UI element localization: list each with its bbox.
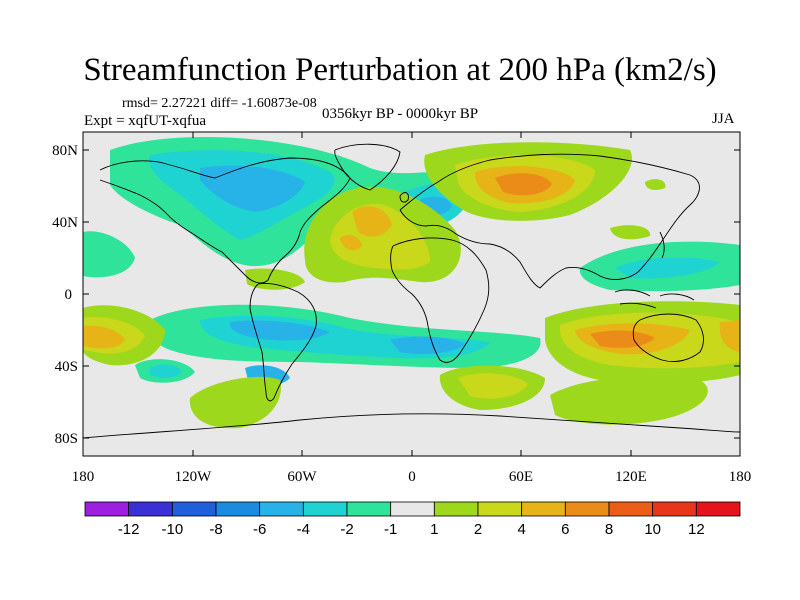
contour-neg3-southern-band <box>229 320 330 341</box>
colorbar-box <box>608 501 654 517</box>
colorbar-box <box>390 501 435 517</box>
contour-pos-south-east <box>550 376 708 425</box>
colorbar-box <box>171 501 217 517</box>
colorbar-box <box>259 501 304 517</box>
contour-fields <box>83 137 740 429</box>
x-tick-label: 120W <box>175 469 213 485</box>
colorbar-box <box>564 501 610 517</box>
colorbar-label: 8 <box>605 521 613 538</box>
coastline-south-america <box>249 283 317 402</box>
y-tick-label: 40N <box>52 215 78 231</box>
period-label: 0356kyr BP - 0000kyr BP <box>322 106 479 122</box>
contour-pos3-north-atlantic <box>352 206 392 237</box>
x-tick-label: 180 <box>72 469 95 485</box>
stats-label: rmsd= 2.27221 diff= -1.60873e-08 <box>122 96 317 111</box>
x-tick-label: 180 <box>729 469 752 485</box>
contour-pos-small-east-asia <box>645 179 666 190</box>
x-tick-label: 60E <box>509 469 533 485</box>
coastline-indonesia <box>614 289 695 309</box>
colorbar-label: 10 <box>644 521 661 538</box>
colorbar-box <box>128 501 173 517</box>
y-tick-label: 0 <box>65 287 73 303</box>
colorbar-box <box>521 501 566 517</box>
contour-pos4-eurasia <box>495 173 552 196</box>
y-tick-label: 40S <box>55 359 78 375</box>
contour-neg-east-pacific-left <box>83 231 135 278</box>
colorbar-label: -6 <box>253 521 266 538</box>
colorbar-label: 2 <box>474 521 482 538</box>
coastline-greenland <box>334 143 401 191</box>
colorbar-label: 12 <box>688 521 705 538</box>
colorbar-label: -1 <box>384 521 397 538</box>
colorbar-label: 1 <box>430 521 438 538</box>
colorbar-labels: -12 -10 -8 -6 -4 -2 -1 1 2 4 6 8 10 12 <box>118 521 705 538</box>
coastline-antarctica <box>83 413 740 439</box>
colorbar-box <box>302 501 348 517</box>
coastlines <box>83 143 740 439</box>
y-tick-label: 80N <box>52 143 78 159</box>
coastline-australia <box>632 313 704 363</box>
axis-ticks <box>83 132 740 456</box>
colorbar-box <box>215 501 261 517</box>
colorbar <box>84 501 741 517</box>
coastline-japan <box>659 231 665 259</box>
colorbar-label: -10 <box>161 521 183 538</box>
contour-pos-right-edge <box>719 320 740 352</box>
contour-neg-south-pacific-core <box>150 364 182 379</box>
colorbar-box <box>346 501 392 517</box>
contour-pos-small-central-america <box>245 268 305 290</box>
contour-neg3-north-america <box>200 165 305 212</box>
contour-pos2-south-indian <box>458 373 528 399</box>
map-panel: 80N 40N 0 40S 80S 180 120W 60W 0 60E 120… <box>52 131 751 485</box>
colorbar-box <box>695 501 741 517</box>
y-tick-label: 80S <box>55 431 78 447</box>
coastline-eurasia <box>399 153 700 289</box>
contour-pos-small-kamchatka <box>610 225 651 240</box>
contour-neg-west-pacific-core <box>615 257 720 279</box>
colorbar-label: 4 <box>517 521 525 538</box>
contour-pos-southern-ocean <box>189 376 281 429</box>
colorbar-box <box>652 501 697 517</box>
contour-pos4-north-atlantic <box>340 234 362 251</box>
colorbar-box <box>477 501 523 517</box>
colorbar-box <box>84 501 130 517</box>
tick-labels: 80N 40N 0 40S 80S 180 120W 60W 0 60E 120… <box>52 143 751 485</box>
coastline-africa <box>390 237 490 363</box>
x-tick-label: 0 <box>408 469 416 485</box>
coastline-north-america <box>99 157 351 284</box>
season-label: JJA <box>712 111 735 127</box>
plot-title: Streamfunction Perturbation at 200 hPa (… <box>83 52 717 88</box>
colorbar-box <box>433 501 479 517</box>
contour-neg3b-southern-band <box>390 336 465 354</box>
colorbar-label: -4 <box>297 521 310 538</box>
colorbar-label: 6 <box>561 521 569 538</box>
colorbar-label: -12 <box>118 521 140 538</box>
contour-pos3-east-pacific <box>83 325 125 349</box>
x-tick-label: 120E <box>615 469 647 485</box>
colorbar-label: -8 <box>209 521 222 538</box>
colorbar-label: -2 <box>340 521 353 538</box>
experiment-label: Expt = xqfUT-xqfua <box>84 113 207 129</box>
coastline-british-isles <box>399 192 409 203</box>
x-tick-label: 60W <box>287 469 317 485</box>
contour-pos4-australia <box>590 330 655 348</box>
